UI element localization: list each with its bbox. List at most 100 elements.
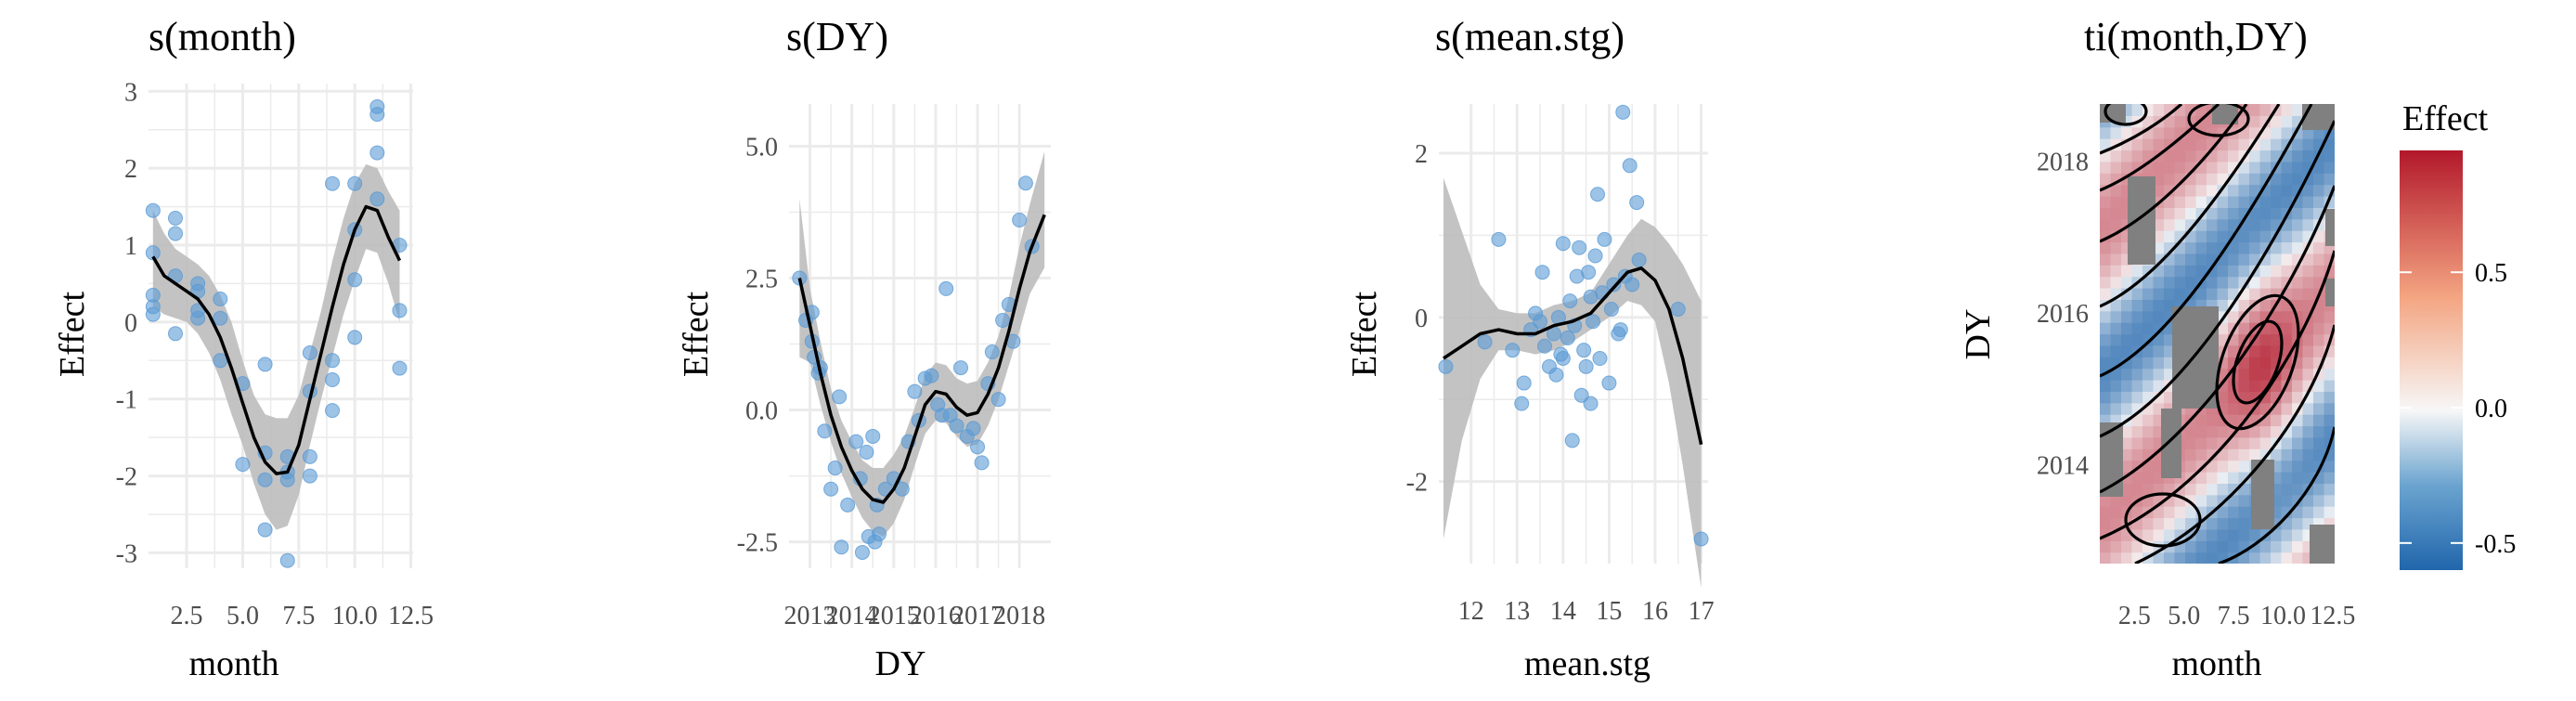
heatmap-cell [2185,138,2197,151]
residual-point [952,360,968,376]
heatmap-cell [2281,322,2293,335]
heatmap-cell [2302,425,2314,438]
x-tick-label: 16 [1642,597,1668,626]
heatmap-cell [2313,322,2325,335]
heatmap-cell [2292,104,2304,116]
heatmap-cell [2238,506,2250,519]
heatmap-cell [2207,241,2219,254]
heatmap-cell [2207,552,2219,564]
residual-point [302,448,317,464]
heatmap-cell [2324,241,2335,254]
heatmap-cell [2228,265,2240,278]
y-ticks: -2.5 0.0 2.5 5.0 [737,133,778,557]
heatmap-cell [2110,310,2122,323]
y-axis-label: Effect [53,291,92,377]
heatmap-cell [2302,333,2314,346]
heatmap-cell [2217,333,2229,346]
y-tick-label: -1 [116,386,137,415]
heatmap-cell [2164,230,2176,243]
effect-surface [2100,104,2335,564]
contour-line [2100,250,2335,540]
heatmap-cell [2121,368,2133,381]
na-patch [2310,525,2335,564]
heatmap-cell [2153,218,2165,231]
residual-point [347,330,363,345]
heatmap-cell [2238,265,2250,278]
heatmap-cell [2292,276,2304,289]
heatmap-cell [2292,540,2304,553]
residual-point [1629,195,1645,211]
heatmap-cell [2249,436,2261,449]
residual-point [145,202,161,218]
heatmap-cell [2228,184,2240,197]
heatmap-cell [2228,207,2240,220]
heatmap-cell [2259,344,2272,357]
heatmap-cell [2131,506,2143,519]
heatmap-cell [2292,436,2304,449]
heatmap-cell [2228,196,2240,208]
heatmap-cell [2100,540,2112,553]
heatmap-cell [2110,368,2122,381]
heatmap-cell [2131,368,2143,381]
residual-point [1516,375,1532,391]
heatmap-cell [2292,391,2304,404]
heatmap-cell [2313,391,2325,404]
heatmap-cell [2174,207,2186,220]
heatmap-cell [2142,276,2155,289]
heatmap-cell [2100,333,2112,346]
na-patch [2302,104,2335,130]
heatmap-cell [2228,241,2240,254]
residual-point [1587,248,1603,264]
heatmap-cell [2185,540,2197,553]
heatmap-cell [2249,528,2261,541]
heatmap-cell [2131,391,2143,404]
heatmap-cell [2174,149,2186,162]
heatmap-cell [2110,322,2122,335]
heatmap-cell [2313,344,2325,357]
heatmap-cell [2271,414,2283,427]
y-tick-label: 2 [1415,140,1428,169]
heatmap-cell [2100,310,2112,323]
heatmap-cell [2238,138,2250,151]
confidence-band [152,164,400,530]
heatmap-cell [2324,472,2335,484]
x-tick-label: 5.0 [227,602,259,630]
heatmap-cell [2207,448,2219,461]
heatmap-cell [2249,149,2261,162]
residual-point [970,439,986,455]
heatmap-cell [2110,391,2122,404]
x-tick-label: 12.5 [2310,602,2355,630]
y-tick-label: 2 [124,155,137,184]
heatmap-cell [2217,425,2229,438]
residual-point [1017,175,1033,191]
heatmap-cell [2131,448,2143,461]
x-tick-label: 12 [1458,597,1484,626]
heatmap-cell [2313,494,2325,507]
heatmap-cell [2153,184,2165,197]
x-tick-label: 2013 [784,602,836,630]
heatmap-cell [2131,299,2143,312]
legend-colorbar [2400,150,2463,570]
heatmap-cell [2281,333,2293,346]
heatmap-cell [2153,517,2165,530]
heatmap-cell [2271,425,2283,438]
heatmap-cell [2324,173,2335,186]
heatmap-cell [2195,184,2207,197]
smooth-line [797,214,1046,504]
heatmap-cell [2131,288,2143,300]
heatmap-cell [2153,506,2165,519]
heatmap-cell [2324,184,2335,197]
y-tick-label: 0.0 [745,397,778,426]
heatmap-cell [2281,241,2293,254]
heatmap-cell [2302,344,2314,357]
heatmap-cell [2121,380,2133,392]
residual-point [1505,343,1521,358]
contour-line [2124,492,2202,548]
x-tick-label: 2016 [910,602,962,630]
heatmap-cell [2292,138,2304,151]
heatmap-cell [2121,299,2133,312]
heatmap-cell [2164,126,2176,139]
residual-point [1615,104,1631,120]
heatmap-cell [2238,368,2250,381]
